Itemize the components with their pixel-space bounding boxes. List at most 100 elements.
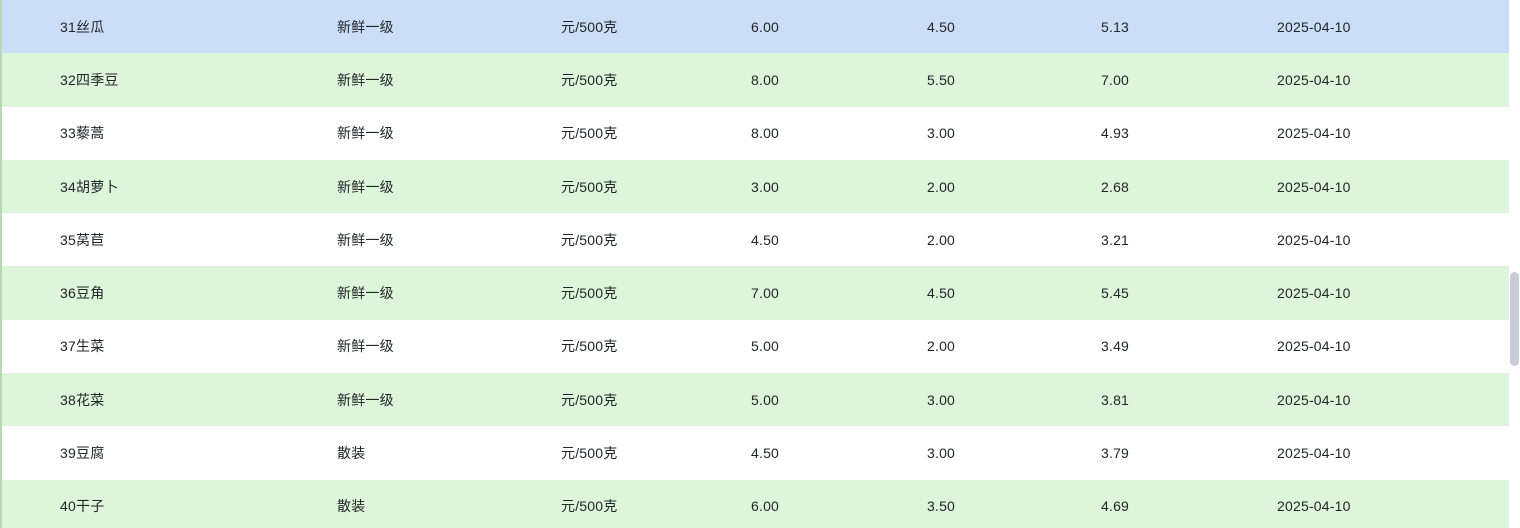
cell-unit-text: 元/500克 [561, 125, 618, 142]
cell-average-price-text: 5.13 [1101, 18, 1130, 35]
table-row[interactable]: 38 花菜 新鲜一级 元/500克 5.00 3.00 3.81 2025-04-10 [1, 373, 1509, 427]
cell-high-price: 5.00 [751, 319, 927, 374]
cell-unit-text: 元/500克 [561, 178, 618, 195]
cell-high-price: 6.00 [751, 479, 927, 528]
cell-product-name: 生菜 [76, 319, 337, 374]
cell-low-price-text: 3.00 [927, 391, 956, 408]
table-row[interactable]: 39 豆腐 散装 元/500克 4.50 3.00 3.79 2025-04-10 [1, 426, 1509, 480]
cell-index: 33 [1, 106, 76, 160]
vertical-scrollbar-track[interactable] [1508, 0, 1520, 528]
cell-product-name: 干子 [76, 479, 337, 528]
cell-date-text: 2025-04-10 [1277, 231, 1351, 248]
cell-grade: 散装 [337, 426, 561, 480]
cell-average-price: 2.68 [1101, 159, 1277, 214]
cell-average-price: 4.69 [1101, 479, 1277, 528]
cell-unit: 元/500克 [561, 213, 751, 267]
cell-grade-text: 新鲜一级 [337, 231, 394, 248]
cell-low-price: 5.50 [927, 53, 1101, 107]
table-row[interactable]: 32 四季豆 新鲜一级 元/500克 8.00 5.50 7.00 2025-04-10 [1, 53, 1509, 107]
cell-unit: 元/500克 [561, 0, 751, 54]
table-row[interactable]: 35 莴苣 新鲜一级 元/500克 4.50 2.00 3.21 2025-04-10 [1, 213, 1509, 267]
cell-date: 2025-04-10 [1277, 106, 1509, 160]
cell-date-text: 2025-04-10 [1277, 338, 1351, 355]
cell-unit: 元/500克 [561, 319, 751, 374]
cell-low-price: 3.00 [927, 426, 1101, 480]
cell-high-price-text: 8.00 [751, 125, 780, 142]
cell-high-price-text: 5.00 [751, 391, 780, 408]
cell-unit-text: 元/500克 [561, 231, 618, 248]
cell-average-price: 3.79 [1101, 426, 1277, 480]
cell-low-price-text: 3.00 [927, 125, 956, 142]
cell-average-price-text: 7.00 [1101, 71, 1130, 88]
cell-average-price-text: 2.68 [1101, 178, 1130, 195]
cell-product-name: 胡萝卜 [76, 159, 337, 214]
cell-high-price: 8.00 [751, 106, 927, 160]
cell-low-price-text: 3.50 [927, 498, 956, 515]
cell-index-text: 37 [60, 338, 76, 355]
cell-date-text: 2025-04-10 [1277, 445, 1351, 462]
cell-low-price: 3.00 [927, 373, 1101, 427]
cell-product-name: 丝瓜 [76, 0, 337, 54]
cell-average-price: 5.45 [1101, 266, 1277, 320]
cell-date: 2025-04-10 [1277, 0, 1509, 54]
cell-date: 2025-04-10 [1277, 53, 1509, 107]
cell-average-price: 7.00 [1101, 53, 1277, 107]
cell-average-price-text: 3.49 [1101, 338, 1130, 355]
table-row[interactable]: 36 豆角 新鲜一级 元/500克 7.00 4.50 5.45 2025-04-10 [1, 266, 1509, 320]
cell-grade-text: 新鲜一级 [337, 71, 394, 88]
cell-product-name-text: 胡萝卜 [76, 178, 119, 195]
cell-unit-text: 元/500克 [561, 391, 618, 408]
cell-unit-text: 元/500克 [561, 338, 618, 355]
cell-date: 2025-04-10 [1277, 266, 1509, 320]
cell-grade-text: 新鲜一级 [337, 338, 394, 355]
cell-high-price: 7.00 [751, 266, 927, 320]
cell-index: 31 [1, 0, 76, 54]
cell-average-price: 5.13 [1101, 0, 1277, 54]
cell-index: 38 [1, 373, 76, 427]
table-row[interactable]: 34 胡萝卜 新鲜一级 元/500克 3.00 2.00 2.68 2025-04-10 [1, 159, 1509, 214]
cell-unit-text: 元/500克 [561, 445, 618, 462]
cell-high-price: 6.00 [751, 0, 927, 54]
cell-low-price-text: 4.50 [927, 18, 956, 35]
cell-unit: 元/500克 [561, 266, 751, 320]
cell-grade-text: 新鲜一级 [337, 391, 394, 408]
cell-date: 2025-04-10 [1277, 426, 1509, 480]
cell-index: 35 [1, 213, 76, 267]
cell-average-price: 3.49 [1101, 319, 1277, 374]
cell-date: 2025-04-10 [1277, 479, 1509, 528]
cell-index-text: 39 [60, 445, 76, 462]
table-row[interactable]: 40 干子 散装 元/500克 6.00 3.50 4.69 2025-04-10 [1, 479, 1509, 528]
cell-average-price-text: 3.79 [1101, 445, 1130, 462]
cell-date-text: 2025-04-10 [1277, 498, 1351, 515]
table-row[interactable]: 37 生菜 新鲜一级 元/500克 5.00 2.00 3.49 2025-04-10 [1, 319, 1509, 374]
table-row[interactable]: 31 丝瓜 新鲜一级 元/500克 6.00 4.50 5.13 2025-04-10 [1, 0, 1509, 54]
cell-grade: 新鲜一级 [337, 266, 561, 320]
cell-average-price-text: 3.21 [1101, 231, 1130, 248]
cell-high-price-text: 6.00 [751, 18, 780, 35]
cell-high-price: 5.00 [751, 373, 927, 427]
cell-date-text: 2025-04-10 [1277, 71, 1351, 88]
cell-product-name-text: 四季豆 [76, 71, 119, 88]
table-row[interactable]: 33 藜蒿 新鲜一级 元/500克 8.00 3.00 4.93 2025-04-10 [1, 106, 1509, 160]
cell-grade: 新鲜一级 [337, 373, 561, 427]
cell-unit-text: 元/500克 [561, 285, 618, 302]
cell-low-price: 2.00 [927, 319, 1101, 374]
cell-date: 2025-04-10 [1277, 213, 1509, 267]
cell-high-price: 4.50 [751, 426, 927, 480]
vertical-scrollbar-thumb[interactable] [1510, 272, 1519, 366]
cell-unit: 元/500克 [561, 426, 751, 480]
cell-low-price-text: 3.00 [927, 445, 956, 462]
cell-unit: 元/500克 [561, 53, 751, 107]
cell-index-text: 40 [60, 498, 76, 515]
cell-unit: 元/500克 [561, 159, 751, 214]
cell-product-name-text: 莴苣 [76, 231, 105, 248]
cell-high-price-text: 7.00 [751, 285, 780, 302]
cell-index: 39 [1, 426, 76, 480]
cell-high-price: 8.00 [751, 53, 927, 107]
cell-high-price-text: 3.00 [751, 178, 780, 195]
cell-product-name: 四季豆 [76, 53, 337, 107]
cell-low-price: 3.00 [927, 106, 1101, 160]
cell-grade-text: 新鲜一级 [337, 18, 394, 35]
